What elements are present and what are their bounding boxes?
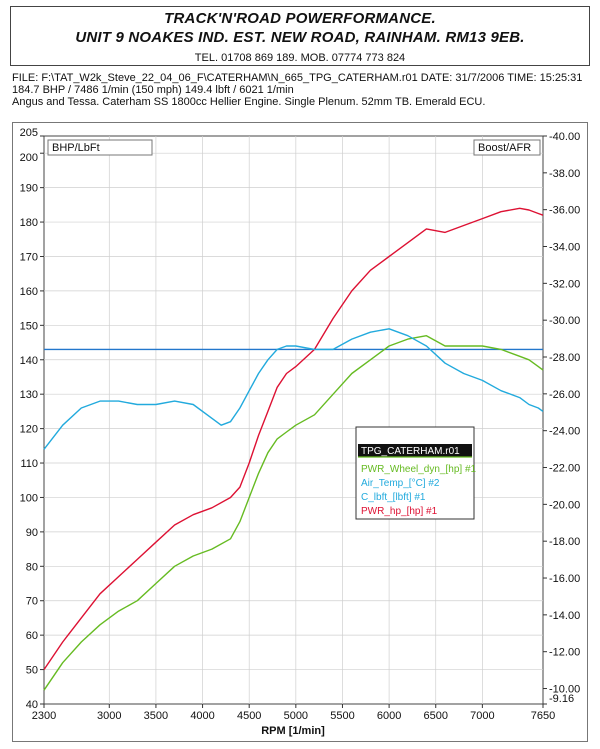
legend-item: Air_Temp_[°C] #2 [361,478,440,489]
left-tick-label: 40 [26,699,38,711]
right-tick-label: -32.00 [549,278,580,290]
right-tick-label: -20.00 [549,499,580,511]
x-axis-ticks: 2300 3000 3500 4000 4500 5000 5500 6000 6500 7000… [32,704,555,722]
file-line: FILE: F:\TAT_W2k_Steve_22_04_06_F\CATERH… [12,72,583,84]
x-tick-label: 5500 [330,710,354,722]
x-tick-label: 2300 [32,710,56,722]
left-tick-label: 150 [20,320,38,332]
run-info: FILE: F:\TAT_W2k_Steve_22_04_06_F\CATERH… [12,72,592,108]
legend-title: TPG_CATERHAM.r01 [361,446,460,457]
right-axis-ticks: -9.16-10.00 -12.00 -14.00 -16.00 -18.00 -20.0… [543,131,580,705]
series-line [43,328,544,450]
left-tick-label: 90 [26,527,38,539]
left-axis-ticks: 40 50 60 70 80 90 100 110 120 130 140 150 160 170 180 1… [20,127,44,711]
left-tick-label: 205 [20,127,38,139]
x-tick-label: 6500 [423,710,447,722]
left-tick-label: 120 [20,424,38,436]
series-line [43,335,544,691]
left-tick-label: 70 [26,596,38,608]
grid-lines [44,136,543,704]
right-tick-label: -12.00 [549,647,580,659]
x-tick-label: 3500 [144,710,168,722]
left-axis-box-label: BHP/LbFt [52,142,100,154]
plot-frame [12,122,588,742]
right-tick-label: -9.16 [549,693,574,705]
right-tick-label: -28.00 [549,352,580,364]
left-tick-label: 130 [20,389,38,401]
series-group [43,207,544,691]
left-tick-label: 170 [20,251,38,263]
right-axis-box [473,139,541,156]
legend-item: C_lbft_[lbft] #1 [361,492,426,503]
right-tick-label: -30.00 [549,315,580,327]
left-tick-label: 200 [20,152,38,164]
x-axis-label: RPM [1/min] [261,725,325,737]
series-line [43,207,544,670]
x-tick-label: 3000 [97,710,121,722]
left-tick-label: 60 [26,630,38,642]
company-address: UNIT 9 NOAKES IND. EST. NEW ROAD, RAINHA… [75,29,525,46]
left-tick-label: 80 [26,561,38,573]
right-tick-label: -24.00 [549,426,580,438]
description-line: Angus and Tessa. Caterham SS 1800cc Hell… [12,96,486,108]
legend-box [355,426,475,520]
x-tick-label: 4000 [190,710,214,722]
legend-item: PWR_hp_[hp] #1 [361,506,438,517]
left-tick-label: 100 [20,492,38,504]
right-tick-label: -22.00 [549,463,580,475]
left-tick-label: 180 [20,217,38,229]
x-tick-label: 6000 [377,710,401,722]
plot-area [43,135,544,705]
right-tick-label: -36.00 [549,205,580,217]
right-tick-label: -38.00 [549,168,580,180]
legend-title-bar [358,444,472,457]
left-axis-box [47,139,153,156]
right-tick-label: -26.00 [549,389,580,401]
left-tick-label: 160 [20,286,38,298]
left-tick-label: 190 [20,183,38,195]
left-tick-label: 110 [20,458,38,470]
x-tick-label: 7000 [470,710,494,722]
left-tick-label: 140 [20,355,38,367]
legend-item: PWR_Wheel_dyn_[hp] #1 [361,464,477,475]
company-telephone: TEL. 01708 869 189. MOB. 07774 773 824 [194,52,406,64]
legend: TPG_CATERHAM.r01 PWR_Wheel_dyn_[hp] #1 Ai… [355,426,477,520]
x-tick-label: 7650 [531,710,555,722]
x-tick-label: 5000 [284,710,308,722]
right-tick-label: -16.00 [549,573,580,585]
right-tick-label: -10.00 [549,684,580,696]
header-box: TRACK'N'ROAD POWERFORMANCE. UNIT 9 NOAKE… [10,6,590,66]
right-tick-label: -40.00 [549,131,580,143]
right-tick-label: -14.00 [549,610,580,622]
summary-line: 184.7 BHP / 7486 1/min (150 mph) 149.4 l… [12,84,294,96]
x-tick-label: 4500 [237,710,261,722]
right-tick-label: -34.00 [549,242,580,254]
right-tick-label: -18.00 [549,536,580,548]
right-axis-box-label: Boost/AFR [478,142,531,154]
left-tick-label: 50 [26,665,38,677]
company-name: TRACK'N'ROAD POWERFORMANCE. [164,10,436,27]
